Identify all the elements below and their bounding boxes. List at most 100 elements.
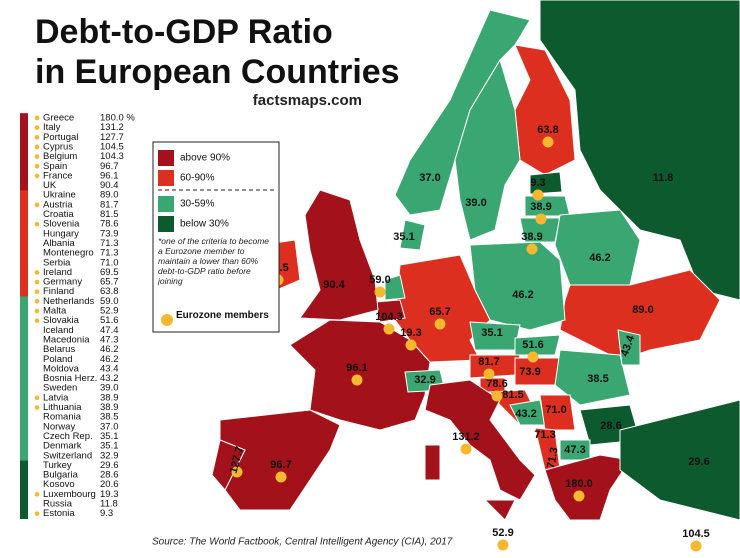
list-bar [20, 190, 28, 201]
country-value: 78.6 [100, 219, 119, 230]
country-name: Netherlands [43, 296, 94, 307]
country-value: 43.2 [100, 373, 119, 384]
list-bar [20, 277, 28, 288]
country-name: Ukraine [43, 190, 76, 201]
country-value: 20.6 [100, 479, 119, 490]
romania [554, 349, 631, 406]
map [211, 0, 740, 521]
list-bar [20, 393, 28, 404]
map-label: 104.3 [375, 311, 403, 323]
eurozone-dot [497, 539, 509, 551]
country-value: 73.9 [100, 228, 119, 239]
list-bar [20, 431, 28, 442]
eurozone-dot [405, 339, 417, 351]
eurozone-dot [460, 443, 472, 455]
list-bar [20, 180, 28, 191]
eurozone-dot [34, 270, 40, 275]
list-bar [20, 354, 28, 365]
country-name: Poland [43, 354, 73, 365]
country-name: Switzerland [43, 450, 92, 461]
map-label: 90.4 [323, 279, 345, 291]
country-value: 127.7 [100, 132, 124, 143]
list-bar [20, 267, 28, 278]
legend-label: 30-59% [180, 199, 215, 210]
eurozone-dot [526, 243, 538, 255]
list-bar [20, 364, 28, 375]
country-name: Belgium [43, 151, 77, 162]
map-label: 35.1 [481, 327, 502, 339]
eurozone-dot [34, 299, 40, 304]
list-bar [20, 132, 28, 143]
list-bar [20, 122, 28, 133]
estonia [529, 171, 563, 195]
eurozone-dot [34, 163, 40, 169]
belarus [554, 209, 641, 286]
country-name: Serbia [43, 257, 71, 268]
country-name: Albania [43, 238, 75, 249]
list-bar [20, 151, 28, 162]
map-label: 9.3 [530, 177, 545, 189]
map-label: 131.2 [452, 431, 480, 443]
map-labels: 63.8 11.8 37.0 39.0 9.3 38.9 38.9 35.1 46.2 90.4 6… [228, 124, 710, 552]
country-name: Cyprus [43, 141, 73, 152]
list-bar [20, 238, 28, 249]
legend-swatch [158, 216, 174, 232]
eurozone-dot [275, 471, 287, 483]
list-bar [20, 499, 28, 510]
eurozone-dot [34, 202, 40, 208]
map-label: 28.6 [600, 420, 621, 432]
country-value: 35.1 [100, 431, 119, 442]
list-bar [20, 306, 28, 317]
eurozone-dot [573, 490, 585, 502]
list-bar [20, 479, 28, 491]
country-name: Italy [43, 122, 61, 133]
list-bar [20, 209, 28, 220]
country-name: Iceland [43, 325, 74, 336]
list-bar [20, 228, 28, 240]
list-bar [20, 335, 28, 346]
country-value: 71.3 [100, 238, 119, 249]
eurozone-dot [34, 405, 40, 410]
country-name: Moldova [43, 363, 80, 374]
map-label: 37.0 [419, 172, 440, 184]
map-label: 104.5 [682, 528, 710, 540]
country-value: 35.1 [100, 441, 119, 452]
map-label: 81.5 [502, 389, 523, 401]
country-value: 89.0 [100, 190, 119, 201]
country-value: 81.7 [100, 199, 119, 210]
country-value: 71.0 [100, 257, 119, 268]
slovakia [514, 334, 561, 356]
eurozone-dot [161, 314, 173, 326]
map-label: 65.7 [429, 306, 450, 318]
eurozone-dot [34, 492, 40, 497]
legend-swatch [158, 170, 174, 186]
list-panel [15, 112, 155, 548]
list-bar [20, 402, 28, 413]
brand: factsmaps.com [253, 92, 362, 109]
eurozone-dot [491, 390, 503, 402]
list-bar [20, 421, 28, 433]
eurozone-label-box: Eurozone members [176, 310, 269, 321]
country-value: 90.4 [100, 180, 119, 191]
norway [394, 9, 531, 216]
map-label: 78.6 [486, 378, 507, 390]
country-name: Germany [43, 277, 82, 288]
list-bar [20, 344, 28, 355]
map-label: 11.8 [653, 172, 674, 184]
country-name: Malta [43, 306, 67, 317]
map-label: 38.9 [521, 231, 542, 243]
map-label: 35.1 [393, 231, 414, 243]
map-label: 51.6 [522, 339, 543, 351]
country-name: Croatia [43, 209, 74, 220]
country-name: Luxembourg [43, 489, 96, 500]
legend-note-box: *one of the criteria to become a Eurozon… [158, 236, 269, 286]
map-label: 46.2 [512, 289, 533, 301]
legend-swatch [158, 150, 174, 166]
country-value: 131.2 [100, 122, 124, 133]
legend-items: above 90% 60-90% 30-59% below 30% [158, 150, 230, 232]
country-name: Czech Rep. [43, 431, 93, 442]
map-label: 43.2 [515, 408, 536, 420]
map-label: 71.3 [534, 429, 555, 441]
legend-label: below 30% [180, 219, 229, 230]
